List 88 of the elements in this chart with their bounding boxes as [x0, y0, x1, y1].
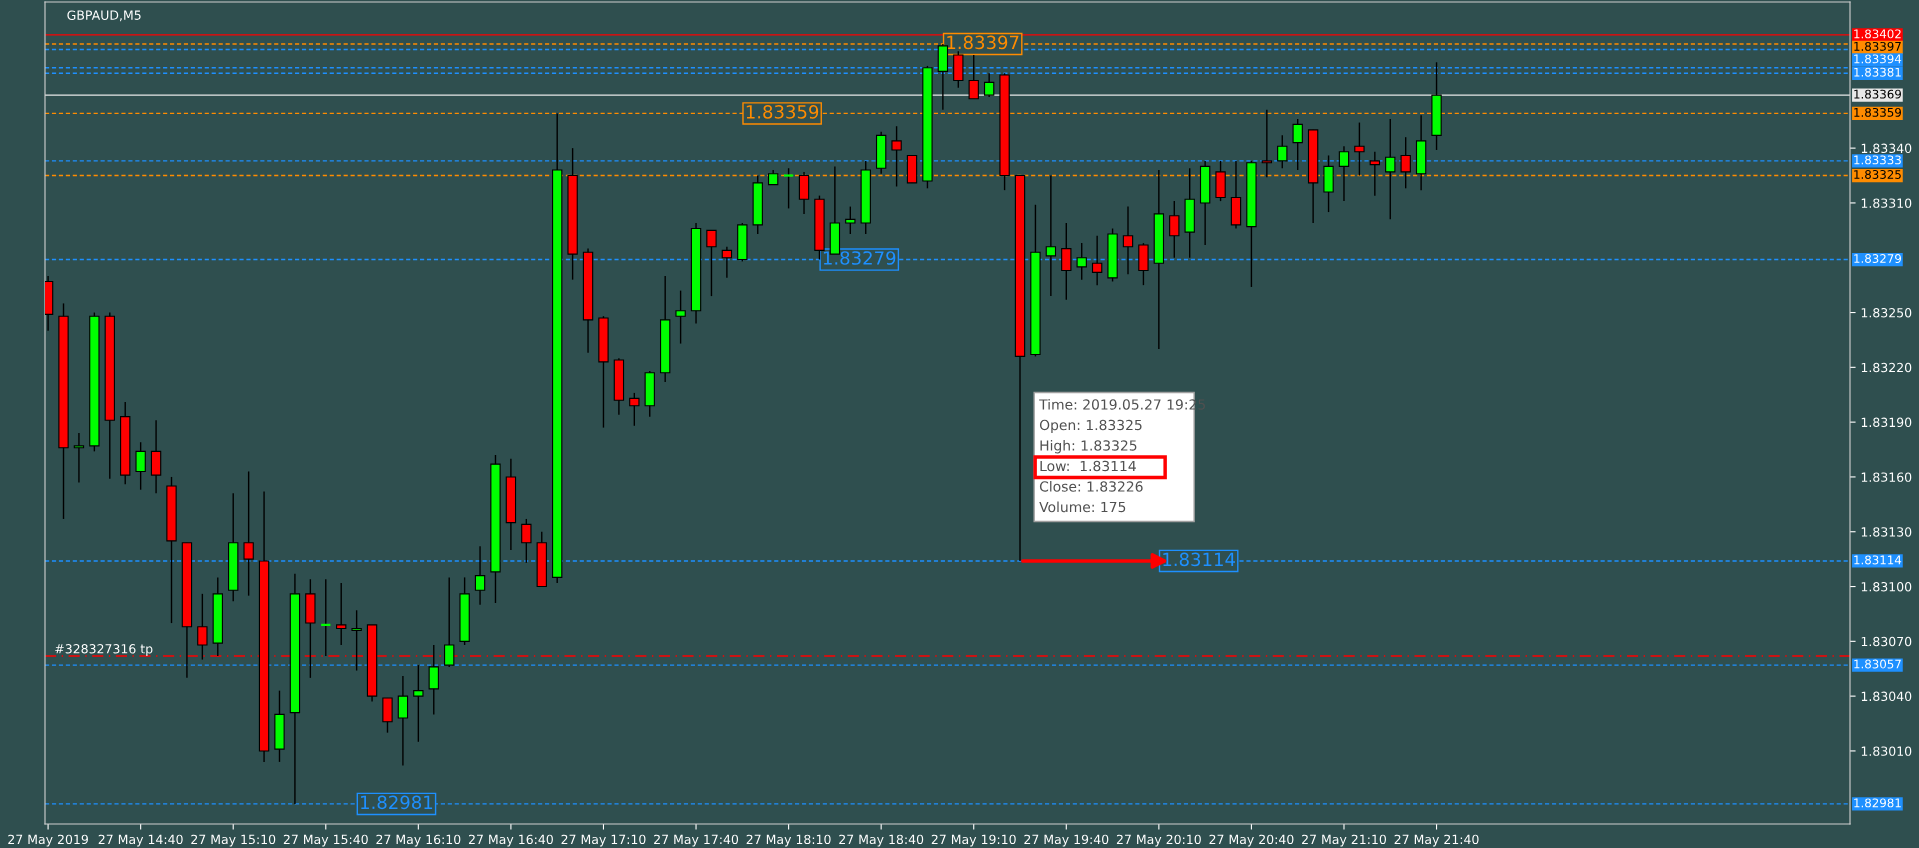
- x-tick-label: 27 May 18:10: [746, 834, 831, 847]
- candlestick: [1385, 118, 1396, 221]
- x-tick-label: 27 May 15:40: [283, 834, 368, 847]
- candlestick: [1076, 242, 1087, 281]
- ref-line-label: 1.83394: [1854, 54, 1902, 64]
- y-tick-label: 1.83040: [1861, 691, 1912, 702]
- y-tick-label: 1.83250: [1861, 308, 1912, 318]
- candlestick: [521, 518, 532, 564]
- text: GBPAUD,M5: [67, 10, 141, 22]
- candlestick: [351, 609, 362, 672]
- annotation: Low: 1.83114: [1040, 460, 1136, 472]
- candlestick: [782, 167, 795, 210]
- candlestick: [798, 171, 810, 215]
- ref-line-label: 1.82981: [1854, 798, 1901, 808]
- annotation: Volume: 175: [1039, 501, 1126, 513]
- annotation: #328327316 tp: [55, 644, 153, 656]
- ref-line-label: 1.83402: [1854, 29, 1901, 39]
- y-tick-label: 1.83100: [1861, 582, 1912, 592]
- candlestick: [1292, 118, 1303, 171]
- annotation: 1.82981: [361, 795, 433, 810]
- y-tick-label: 1.83070: [1861, 636, 1912, 647]
- candlestick: [1400, 136, 1411, 190]
- ref-line-label: 1.83397: [1854, 41, 1901, 51]
- candlestick: [1061, 222, 1072, 301]
- x-tick-label: 27 May 16:10: [376, 834, 461, 847]
- y-tick-label: 1.83310: [1861, 198, 1912, 208]
- x-tick-label: 27 May 16:40: [468, 834, 553, 847]
- annotation: 1.83359: [746, 105, 819, 119]
- x-tick-label: 27 May 15:10: [191, 834, 276, 847]
- y-tick-label: 1.83130: [1861, 527, 1912, 537]
- annotation: 1.83397: [947, 35, 1019, 50]
- ref-line-label: 1.83369: [1854, 89, 1901, 99]
- candlestick: [135, 441, 146, 491]
- candlestick: [1369, 151, 1381, 197]
- candlestick: [845, 205, 856, 235]
- x-tick-label: 27 May 21:40: [1394, 834, 1479, 847]
- candlestick: [968, 54, 979, 100]
- candlestick: [1045, 174, 1057, 297]
- x-tick-label: 27 May 2019: [8, 834, 88, 847]
- x-tick-label: 27 May 18:40: [839, 834, 924, 847]
- candlestick: [1261, 109, 1273, 179]
- candlestick: [1091, 235, 1103, 286]
- candlestick: [891, 125, 902, 188]
- x-tick-label: 27 May 20:40: [1209, 834, 1294, 847]
- candlestick: [382, 697, 393, 734]
- candlestick: [428, 644, 439, 716]
- candlestick: [1354, 121, 1365, 177]
- candlestick: [1277, 134, 1288, 169]
- ref-line-label: 1.83381: [1854, 67, 1901, 77]
- ref-line-label: 1.83359: [1854, 107, 1901, 117]
- candlestick: [1169, 200, 1180, 259]
- annotation: High: 1.83325: [1040, 439, 1137, 454]
- annotation: Open: 1.83325: [1039, 419, 1142, 433]
- annotation: Close: 1.83226: [1039, 480, 1143, 492]
- y-tick-label: 1.83340: [1861, 143, 1912, 154]
- candlestick: [721, 246, 733, 279]
- candlestick: [336, 582, 347, 646]
- y-tick-label: 1.83010: [1861, 746, 1912, 756]
- y-tick-label: 1.83190: [1861, 417, 1912, 428]
- ref-line-label: 1.83057: [1854, 659, 1901, 669]
- x-tick-label: 27 May 20:10: [1116, 834, 1201, 847]
- candlestick: [1122, 205, 1134, 275]
- candlestick: [150, 419, 162, 495]
- candlestick: [444, 576, 455, 668]
- x-tick-label: 27 May 19:10: [931, 834, 1016, 847]
- ref-line-label: 1.83333: [1854, 155, 1901, 165]
- ref-line-label: 1.83279: [1854, 254, 1901, 263]
- candlestick: [397, 675, 409, 767]
- candlestick: [73, 432, 85, 484]
- x-tick-label: 27 May 19:40: [1024, 834, 1109, 847]
- annotation: 1.83114: [1163, 552, 1235, 567]
- candlestick: [413, 664, 424, 743]
- x-tick-label: 27 May 14:40: [98, 834, 183, 847]
- y-tick-label: 1.83160: [1861, 472, 1912, 482]
- candlestick: [983, 72, 995, 98]
- x-tick-label: 27 May 21:10: [1302, 834, 1387, 847]
- x-tick-label: 27 May 17:40: [654, 834, 739, 847]
- x-tick-label: 27 May 17:10: [561, 834, 646, 847]
- ref-line-label: 1.83114: [1854, 555, 1902, 565]
- ref-line-label: 1.83325: [1854, 170, 1901, 179]
- candlestick: [706, 229, 717, 297]
- candlestick: [629, 392, 640, 427]
- y-tick-label: 1.83220: [1861, 362, 1912, 373]
- annotation: 1.83279: [823, 251, 896, 265]
- candlestick: [675, 289, 686, 345]
- candlestick: [474, 545, 486, 606]
- candlestick: [243, 470, 254, 597]
- candlestick: [1338, 145, 1350, 202]
